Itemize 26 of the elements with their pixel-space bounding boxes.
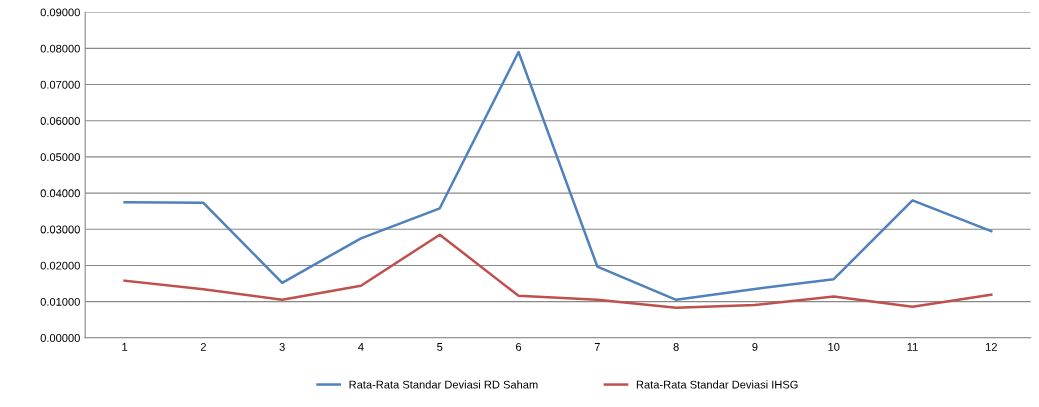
x-tick-label: 5 <box>437 343 443 351</box>
legend-label: Rata-Rata Standar Deviasi IHSG <box>636 380 798 389</box>
y-tick-label: 0.04000 <box>40 189 80 198</box>
legend-label: Rata-Rata Standar Deviasi RD Saham <box>349 380 538 389</box>
x-tick-label: 3 <box>279 342 285 351</box>
x-tick-label: 2 <box>200 342 206 351</box>
y-tick-label: 0.00000 <box>40 334 80 342</box>
x-tick-label: 12 <box>985 342 997 351</box>
y-tick-label: 0.03000 <box>40 225 80 234</box>
y-tick-label: 0.02000 <box>40 261 80 270</box>
x-tick-label: 8 <box>673 342 679 351</box>
y-tick-label: 0.09000 <box>40 8 80 17</box>
y-tick-label: 0.07000 <box>40 80 80 89</box>
x-tick-label: 1 <box>122 343 128 351</box>
x-tick-label: 7 <box>594 343 600 351</box>
line-series <box>123 233 993 310</box>
y-tick-label: 0.08000 <box>40 44 80 53</box>
y-tick-label: 0.05000 <box>40 153 80 162</box>
x-tick-label: 6 <box>516 342 522 351</box>
x-tick-label: 11 <box>907 343 918 351</box>
x-tick-label: 10 <box>828 342 840 351</box>
x-tick-label: 9 <box>752 342 758 351</box>
y-tick-label: 0.06000 <box>40 117 80 125</box>
y-tick-label: 0.01000 <box>40 297 80 306</box>
line-series <box>123 50 993 302</box>
x-tick-label: 4 <box>358 343 364 351</box>
